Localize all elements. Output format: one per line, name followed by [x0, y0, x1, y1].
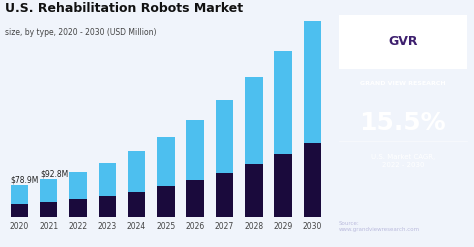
Text: size, by type, 2020 - 2030 (USD Million): size, by type, 2020 - 2030 (USD Million): [5, 28, 156, 37]
Text: $78.9M: $78.9M: [10, 176, 39, 185]
Bar: [274, 154, 292, 217]
Text: GVR: GVR: [388, 36, 418, 48]
Bar: [10, 204, 28, 217]
Text: GRAND VIEW RESEARCH: GRAND VIEW RESEARCH: [360, 82, 446, 86]
Bar: [216, 100, 233, 173]
Bar: [304, 21, 321, 144]
Bar: [216, 173, 233, 217]
Bar: [157, 137, 175, 186]
Bar: [157, 186, 175, 217]
Bar: [10, 185, 28, 204]
FancyBboxPatch shape: [339, 15, 467, 69]
Bar: [128, 192, 146, 217]
Text: U.S. Rehabilitation Robots Market: U.S. Rehabilitation Robots Market: [5, 2, 243, 16]
Text: Source:
www.grandviewresearch.com: Source: www.grandviewresearch.com: [339, 221, 420, 232]
Bar: [40, 202, 57, 217]
Text: $92.8M: $92.8M: [40, 170, 68, 179]
Bar: [186, 120, 204, 180]
Bar: [40, 179, 57, 202]
Bar: [128, 151, 146, 192]
Bar: [304, 144, 321, 217]
Text: U.S. Market CAGR,
2022 - 2030: U.S. Market CAGR, 2022 - 2030: [371, 154, 435, 167]
Bar: [99, 163, 116, 196]
Bar: [69, 199, 87, 217]
Bar: [99, 196, 116, 217]
Bar: [274, 51, 292, 154]
Bar: [186, 180, 204, 217]
Bar: [245, 164, 263, 217]
Bar: [69, 172, 87, 199]
Bar: [245, 77, 263, 164]
Text: 15.5%: 15.5%: [360, 111, 446, 136]
